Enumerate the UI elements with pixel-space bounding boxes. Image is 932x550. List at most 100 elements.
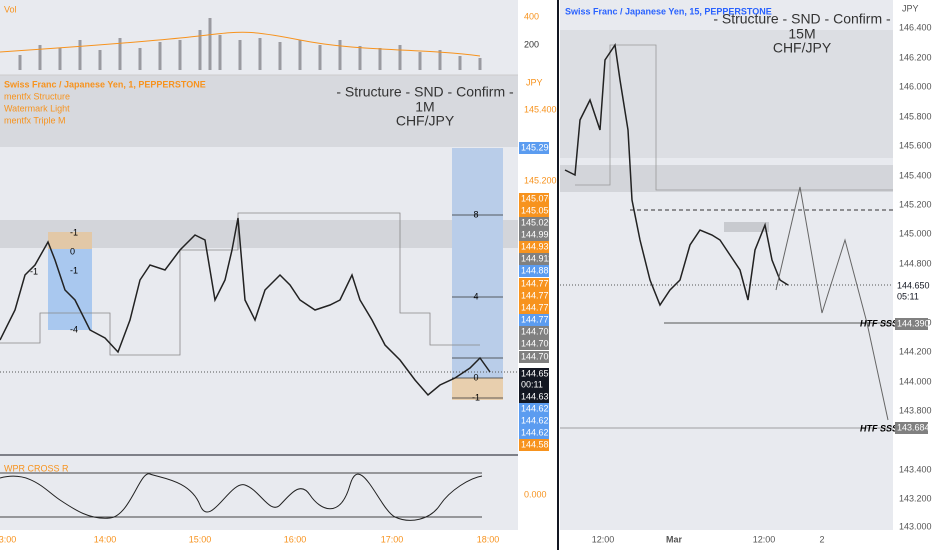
watermark: 1M [415,99,434,115]
x-tick-label: 16:00 [284,534,307,544]
price-tag [519,314,549,326]
price-tag [519,403,549,415]
price-tag-label: 144.936 [521,241,554,251]
price-tag [519,193,549,205]
oscillator-label: WPR CROSS R [4,463,69,473]
price-tag-label: 144.779 [521,290,554,300]
structure-line [0,212,480,356]
price-tag [519,368,549,380]
price-tag [519,351,549,363]
y-tick-label: 144.000 [899,376,932,386]
projection-box [452,148,503,400]
price-tag-label: 144.995 [521,229,554,239]
price-tag-label: 145.020 [521,217,554,227]
supply-zone [0,75,518,147]
level-label: HTF SSS [860,423,898,433]
axis-unit: JPY [902,3,919,13]
projection-path [775,186,889,421]
price-tag [895,422,928,434]
price-tag [519,302,549,314]
price-tag [519,205,549,217]
price-line [0,217,491,397]
price-tag [519,229,549,241]
y-tick-label: 145.400 [899,170,932,180]
y-tick-label: 145.600 [899,140,932,150]
time-axis [560,530,932,550]
x-tick-label: 15:00 [189,534,212,544]
time-axis [0,530,558,550]
price-tag-label: 144.625 [521,403,554,413]
y-tick-label: 145.200 [899,199,932,209]
price-tag-label: 05:11 [897,291,919,301]
axis-unit: JPY [526,77,543,87]
price-tag-label: 144.581 [521,439,554,449]
level-label: 0 [70,246,75,256]
price-tag [895,318,928,330]
price-tag [519,142,549,154]
price-tag-label: 144.702 [521,351,554,361]
indicator: Watermark Light [4,103,70,113]
x-tick-label: 18:00 [477,534,500,544]
symbol: Swiss Franc / Japanese Yen, 15, PEPPERST… [565,6,772,16]
price-tag-label: 00:11 [521,379,543,389]
price-tag-label: 144.702 [521,338,554,348]
price-tag-label: 143.684 [897,422,930,432]
price-line [564,42,789,307]
level-label: -1 [70,227,78,237]
price-tag [519,326,549,338]
indicator: mentfx Triple M [4,115,66,125]
price-tag [895,280,928,292]
price-tag [519,241,549,253]
level-label: HTF SSS [860,318,898,328]
volume-label: Vol [4,4,17,14]
orange-box [452,378,503,400]
price-tag [895,291,928,303]
box-label: -1 [472,392,480,402]
y-tick-label: 143.400 [899,464,932,474]
price-tag [519,415,549,427]
volume-tick: 400 [524,11,539,21]
level-label: -1 [70,265,78,275]
x-tick-label: 12:00 [592,534,615,544]
price-tag [519,379,549,391]
price-tag [519,278,549,290]
price-tag-label: 144.779 [521,302,554,312]
oscillator-tick: 0.000 [524,489,547,499]
indicator: mentfx Structure [4,91,70,101]
price-tag-label: 144.911 [521,253,553,263]
y-tick-label: 145.200 [524,175,557,185]
y-tick-label: 143.800 [899,405,932,415]
price-tag-label: 144.886 [521,265,554,275]
price-tag [519,290,549,302]
x-tick-label: 13:00 [0,534,16,544]
y-tick-label: 145.800 [899,111,932,121]
watermark: - Structure - SND - Confirm - [336,84,514,100]
price-tag-label: 144.650 [521,368,554,378]
price-tag-label: 144.390 [897,318,930,328]
structure-line [575,44,893,191]
price-tag-label: 145.290 [521,142,554,152]
price-tag [519,338,549,350]
price-tag [519,253,549,265]
level-label: -4 [70,324,78,334]
volume-ma [0,31,481,57]
box-label: 8 [473,209,478,219]
y-tick-label: 146.400 [899,22,932,32]
price-tag [519,391,549,403]
price-tag-label: 144.625 [521,415,554,425]
y-tick-label: 145.000 [899,228,932,238]
x-tick-label: 2 [819,534,824,544]
y-tick-label: 146.200 [899,52,932,62]
box-levels [452,214,503,399]
watermark: 15M [788,26,815,42]
watermark: CHF/JPY [773,40,832,56]
x-tick-label: 17:00 [381,534,404,544]
y-tick-label: 143.000 [899,521,932,531]
price-tag-label: 144.637 [521,391,554,401]
osc-line [0,473,483,521]
x-tick-label: 12:00 [753,534,776,544]
price-tag [519,217,549,229]
level-label: -1 [30,266,38,276]
x-tick-label: Mar [666,534,683,544]
